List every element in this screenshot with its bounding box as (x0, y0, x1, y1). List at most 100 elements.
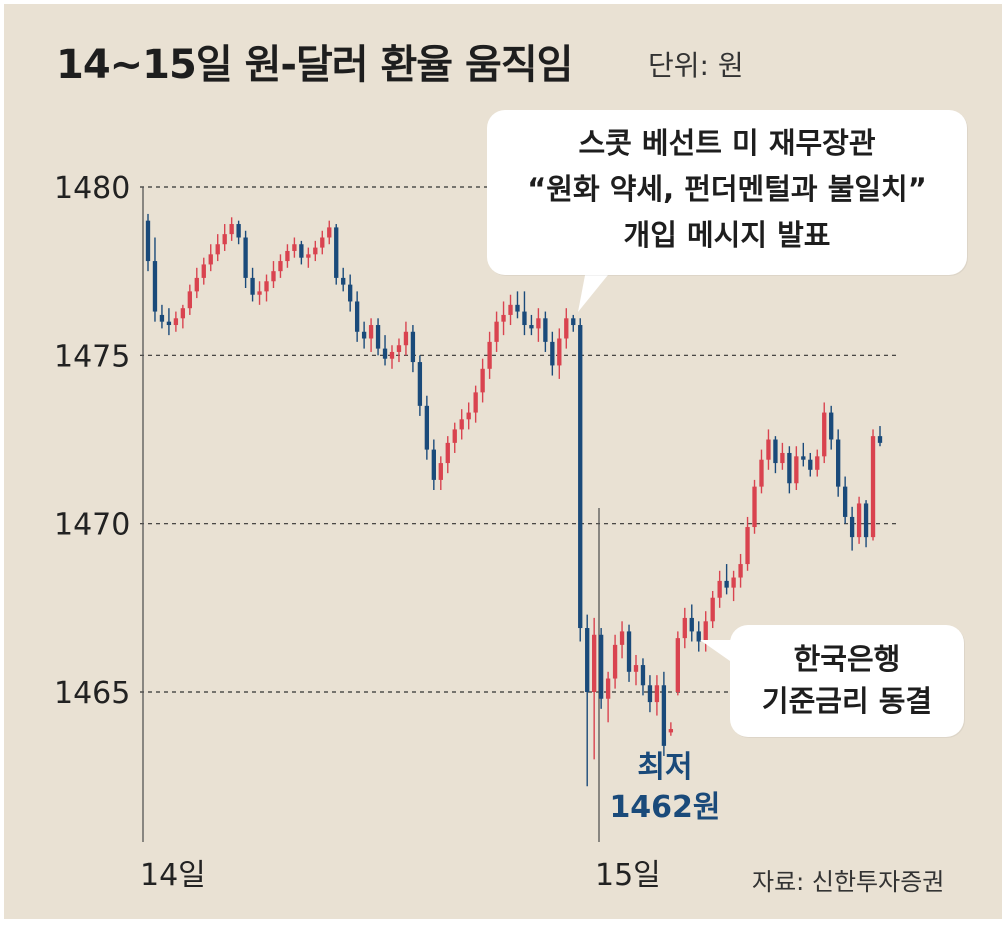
candle (257, 281, 262, 305)
candle (375, 318, 381, 356)
candle-body (424, 405, 430, 450)
candle (299, 240, 304, 265)
candle (354, 291, 360, 342)
candle (808, 452, 813, 477)
candle-body (675, 638, 680, 692)
candle (661, 671, 667, 756)
candle (410, 325, 416, 373)
candle (668, 722, 674, 736)
callout-line: “원화 약세, 펀더멘털과 불일치” (527, 172, 927, 206)
x-axis-label: 15일 (595, 858, 661, 893)
candle-body (278, 261, 283, 272)
candle-body (640, 665, 646, 686)
candle-body (543, 318, 548, 342)
candle-body (222, 234, 227, 245)
candle (417, 355, 423, 416)
candle (682, 607, 687, 649)
candle (585, 614, 590, 787)
candle-body (745, 527, 750, 565)
candle-body (208, 254, 213, 265)
candle-body (403, 331, 409, 346)
candle-body (313, 247, 318, 255)
candle-body (173, 318, 179, 326)
candle (382, 335, 388, 366)
candle-body (375, 325, 381, 349)
candle-body (612, 644, 618, 679)
candle-body (306, 254, 311, 258)
y-tick-label: 1475 (54, 339, 130, 374)
candle-body (494, 321, 499, 342)
candle (494, 311, 499, 352)
candle (640, 658, 646, 696)
candle-body (354, 301, 360, 332)
candle-body (710, 597, 715, 622)
candle-body (564, 318, 569, 339)
candle (152, 237, 158, 322)
candle-body (257, 291, 262, 295)
candle (466, 402, 471, 430)
candle-body (550, 341, 555, 366)
candle-body (794, 456, 799, 484)
candle-body (668, 729, 674, 733)
candle-body (389, 351, 395, 359)
candle-body (724, 580, 729, 588)
candle-body (619, 631, 625, 645)
candle-body (605, 678, 611, 699)
candle (675, 631, 680, 696)
callout-line: 스콧 베선트 미 재무장관 (578, 126, 876, 160)
candle (557, 328, 562, 379)
candle (250, 267, 255, 302)
candle (271, 261, 276, 288)
x-axis-labels: 14일 15일 (140, 858, 661, 893)
candle (501, 301, 506, 336)
candle (536, 308, 541, 342)
callout-bok: 한국은행 기준금리 동결 (730, 625, 964, 737)
candle (480, 358, 485, 403)
candle-body (299, 244, 304, 258)
candle (194, 267, 199, 299)
candle (159, 304, 165, 329)
candle-body (773, 439, 778, 464)
candle (341, 267, 346, 292)
candle-body (661, 685, 667, 746)
candle-body (780, 452, 785, 464)
candle-body (459, 419, 464, 430)
candle-body (264, 281, 269, 292)
y-axis-ticks: 1480 1475 1470 1465 (54, 171, 130, 711)
callout-pointers (578, 270, 740, 668)
candle-body (396, 345, 402, 352)
candle (780, 442, 785, 470)
candle-body (480, 368, 485, 393)
candle (522, 291, 527, 336)
candle (201, 257, 206, 285)
candle (285, 244, 290, 268)
candle (529, 314, 534, 336)
candle-body (682, 617, 687, 639)
candle (320, 230, 325, 255)
candle (361, 321, 367, 349)
candle (856, 496, 862, 544)
candle-body (194, 277, 199, 292)
candle-body (633, 665, 639, 672)
candle-body (452, 429, 457, 443)
candle-body (626, 631, 632, 672)
x-axis-label: 14일 (140, 858, 206, 893)
candle-body (250, 277, 255, 295)
candle (396, 338, 402, 363)
candle (438, 456, 443, 490)
candle (619, 621, 625, 659)
candle-body (152, 261, 158, 312)
candle-body (808, 459, 813, 470)
y-tick-label: 1470 (54, 508, 130, 543)
callout-line: 개입 메시지 발표 (623, 218, 831, 252)
candles (145, 213, 883, 787)
candle-body (717, 580, 722, 598)
candle (626, 624, 632, 682)
candle-body (334, 227, 339, 278)
callout-line: 한국은행 (793, 642, 901, 676)
page-title: 14~15일 원-달러 환율 움직임 (56, 42, 573, 88)
candle (515, 291, 520, 319)
candle-body (410, 331, 416, 363)
candle (738, 553, 743, 588)
